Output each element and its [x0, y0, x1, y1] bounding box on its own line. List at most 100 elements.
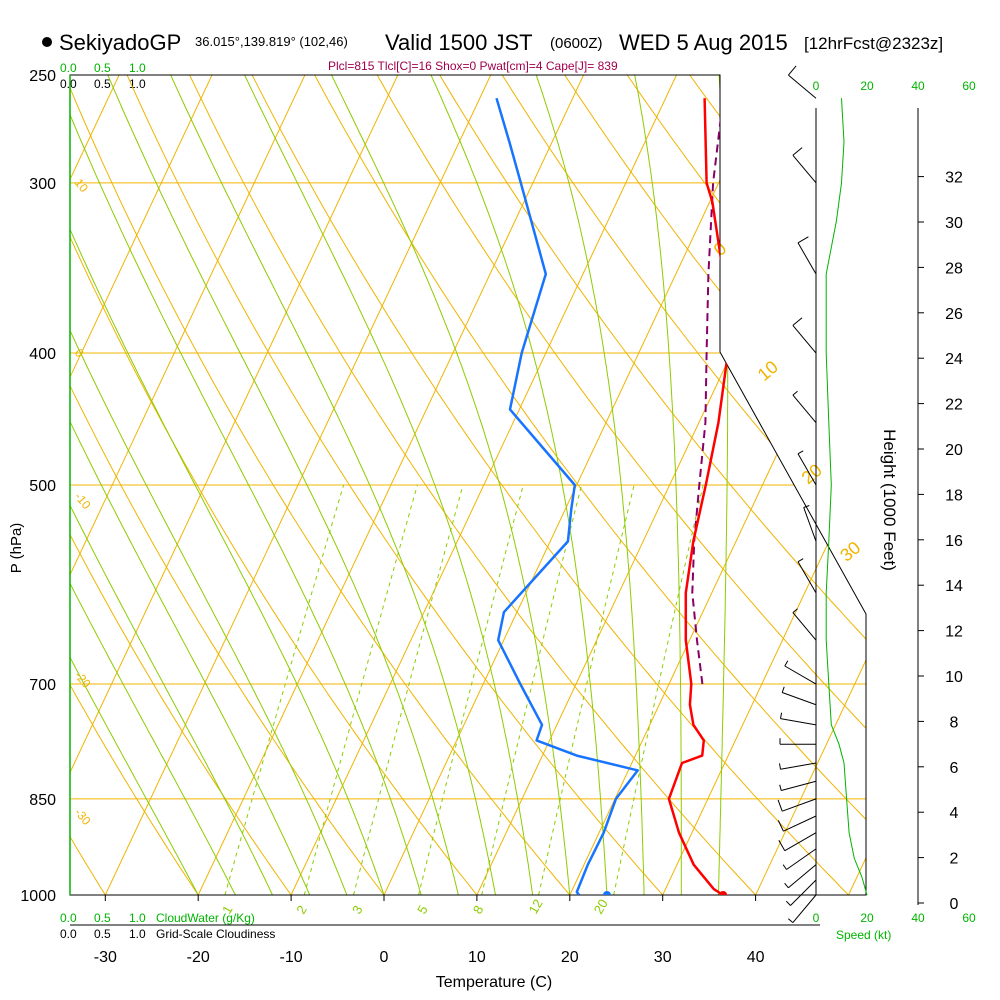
height-tick-label: 10 [945, 669, 963, 686]
wind-barb-flag [803, 505, 810, 508]
mixing-ratio-line [481, 484, 583, 895]
moist-adiabat-line [70, 75, 311, 895]
temperature-tick-label: -30 [94, 949, 117, 966]
height-tick-label: 20 [945, 442, 963, 459]
wind-barb-flag [779, 784, 782, 791]
isotherm-label: -10 [72, 490, 94, 513]
height-tick-label: 12 [945, 624, 963, 641]
forecast-info: [12hrFcst@2323z] [804, 34, 943, 53]
bottom-cloudwater-scale-2: 1.0 [129, 911, 146, 925]
mixing-ratio-label: 3 [349, 903, 366, 917]
isotherm-line [70, 75, 399, 895]
wind-barb-flag [782, 864, 787, 870]
isotherm-line [383, 75, 770, 895]
station-marker-icon [42, 37, 52, 47]
height-tick-label: 28 [945, 260, 963, 277]
moist-adiabat-line [70, 75, 236, 895]
station-coords: 36.015°,139.819° (102,46) [195, 34, 348, 49]
dry-adiabat-line [70, 75, 571, 895]
cloudwater-scale-1: 0.5 [94, 61, 111, 75]
dry-adiabat-line [501, 75, 866, 895]
temperature-tick-label: -10 [280, 949, 303, 966]
utc-time: (0600Z) [550, 35, 603, 52]
dewpoint-trace [495, 97, 639, 895]
cloudwater-scale-0: 0.0 [60, 61, 77, 75]
speed-tick-label-bottom: 40 [911, 911, 925, 925]
dry-adiabat-line [189, 75, 756, 895]
wind-barb-flag [784, 660, 789, 667]
moist-adiabat-line [331, 75, 571, 895]
pressure-axis-label: P (hPa) [8, 523, 25, 574]
wind-barb-flag [787, 918, 794, 923]
pressure-tick-label: 700 [29, 677, 56, 694]
height-tick-label: 8 [950, 714, 959, 731]
isotherm-line [290, 75, 677, 895]
isotherm-line [104, 75, 492, 895]
wind-barb [797, 561, 817, 594]
moist-adiabat-line [535, 75, 645, 895]
wind-barb-flag [788, 65, 797, 76]
isotherm-label-right: 10 [754, 357, 782, 385]
cloudwater-label: CloudWater (g/Kg) [156, 911, 255, 925]
mixing-ratio-line [538, 484, 635, 895]
wind-barb [788, 864, 817, 889]
dry-adiabat-line [70, 75, 292, 895]
height-tick-label: 0 [950, 896, 959, 913]
cloudiness-scale-0: 0.0 [60, 77, 77, 91]
wind-barb [783, 815, 817, 832]
pressure-axis: 250 300 400 500 700 850 1000 [20, 68, 71, 905]
moist-adiabat-line [634, 75, 682, 895]
wind-barb [792, 325, 817, 354]
wind-barb-flag [792, 390, 798, 396]
wind-barb [797, 453, 817, 486]
height-tick-label: 24 [945, 351, 963, 368]
isotherm-line [70, 75, 213, 895]
wind-barb [803, 507, 817, 542]
moist-adiabat-line [244, 75, 534, 895]
temperature-axis-label: Temperature (C) [436, 974, 552, 991]
pressure-tick-label: 500 [29, 478, 56, 495]
mixing-ratio-line [224, 484, 345, 895]
moist-adiabat-line [70, 75, 385, 895]
temperature-tick-label: 40 [747, 949, 765, 966]
wind-barb-flag [777, 799, 783, 812]
wind-barb [782, 692, 817, 706]
isotherm-label-right: 30 [836, 537, 864, 565]
isotherm-label-right: 20 [798, 460, 826, 488]
temperature-axis: -30 -20 -10 0 10 20 30 40 [70, 895, 820, 966]
moist-adiabat-line [70, 75, 199, 895]
wind-barb [782, 798, 817, 812]
mixing-ratio-label: 2 [293, 903, 310, 917]
surface-temperature-point [719, 891, 728, 895]
isotherm-line [197, 75, 585, 895]
isotherm-label: -30 [72, 806, 94, 829]
height-tick-label: 16 [945, 533, 963, 550]
bottom-cloudiness-scale-1: 0.5 [94, 927, 111, 941]
dry-adiabat-line [126, 75, 664, 895]
wind-barb-flag [797, 450, 804, 455]
wind-barb-flag [785, 900, 791, 906]
temperature-tick-label: 20 [561, 949, 579, 966]
height-axis-label: Height (1000 Feet) [880, 429, 899, 571]
wind-barb-flag [792, 147, 803, 156]
wind-barb [786, 848, 817, 870]
wind-barb [780, 762, 817, 770]
height-tick-label: 6 [950, 760, 959, 777]
height-tick-label: 4 [950, 805, 959, 822]
mixing-ratio-label: 20 [591, 896, 611, 916]
speed-tick-label-top: 20 [860, 79, 874, 93]
wind-barb-flag [792, 608, 798, 613]
mixing-ratio-label: 12 [526, 896, 546, 916]
mixing-ratio-label: 5 [414, 903, 431, 917]
wind-barb-flag [778, 840, 786, 851]
mixing-ratio-line [303, 484, 418, 895]
mixing-ratio-label: 8 [470, 903, 487, 917]
pressure-tick-label: 300 [29, 176, 56, 193]
speed-tick-label-top: 40 [911, 79, 925, 93]
dry-adiabat-line [70, 75, 478, 895]
station-name: SekiyadoGP [59, 30, 181, 55]
pressure-tick-label: 400 [29, 346, 56, 363]
isotherm-line [755, 75, 866, 895]
valid-date: WED 5 Aug 2015 [619, 30, 788, 55]
